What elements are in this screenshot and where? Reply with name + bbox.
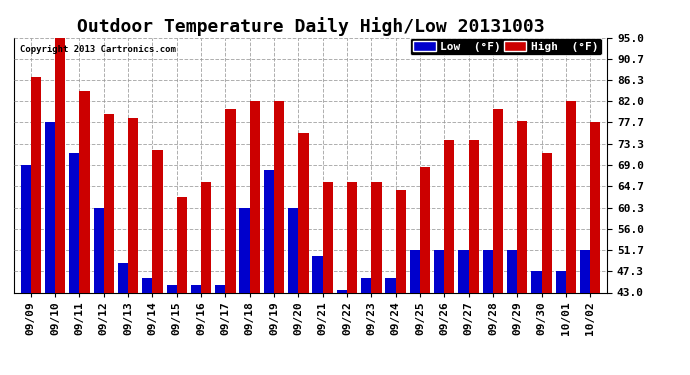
Bar: [152, 150, 163, 292]
Bar: [566, 101, 576, 292]
Bar: [274, 101, 284, 292]
Bar: [201, 182, 211, 292]
Bar: [434, 250, 444, 292]
Bar: [69, 153, 79, 292]
Bar: [323, 182, 333, 292]
Bar: [21, 165, 31, 292]
Bar: [580, 250, 590, 292]
Bar: [166, 285, 177, 292]
Bar: [31, 77, 41, 292]
Text: Copyright 2013 Cartronics.com: Copyright 2013 Cartronics.com: [20, 45, 176, 54]
Bar: [444, 141, 455, 292]
Bar: [288, 208, 298, 292]
Bar: [386, 278, 395, 292]
Bar: [177, 197, 187, 292]
Bar: [347, 182, 357, 292]
Bar: [104, 114, 114, 292]
Bar: [542, 153, 552, 292]
Bar: [264, 170, 274, 292]
Bar: [458, 250, 469, 292]
Bar: [410, 250, 420, 292]
Bar: [531, 272, 542, 292]
Bar: [371, 182, 382, 292]
Bar: [298, 133, 308, 292]
Bar: [361, 278, 371, 292]
Bar: [94, 208, 104, 292]
Bar: [493, 109, 503, 292]
Bar: [518, 121, 527, 292]
Bar: [239, 208, 250, 292]
Bar: [45, 122, 55, 292]
Bar: [215, 285, 226, 292]
Title: Outdoor Temperature Daily High/Low 20131003: Outdoor Temperature Daily High/Low 20131…: [77, 17, 544, 36]
Bar: [313, 256, 323, 292]
Bar: [555, 272, 566, 292]
Bar: [142, 278, 152, 292]
Bar: [191, 285, 201, 292]
Bar: [79, 92, 90, 292]
Bar: [337, 290, 347, 292]
Bar: [420, 168, 430, 292]
Legend: Low  (°F), High  (°F): Low (°F), High (°F): [410, 38, 602, 56]
Bar: [250, 101, 260, 292]
Bar: [55, 38, 66, 292]
Bar: [507, 250, 518, 292]
Bar: [469, 141, 479, 292]
Bar: [128, 118, 138, 292]
Bar: [395, 189, 406, 292]
Bar: [483, 250, 493, 292]
Bar: [226, 109, 235, 292]
Bar: [118, 263, 128, 292]
Bar: [590, 122, 600, 292]
